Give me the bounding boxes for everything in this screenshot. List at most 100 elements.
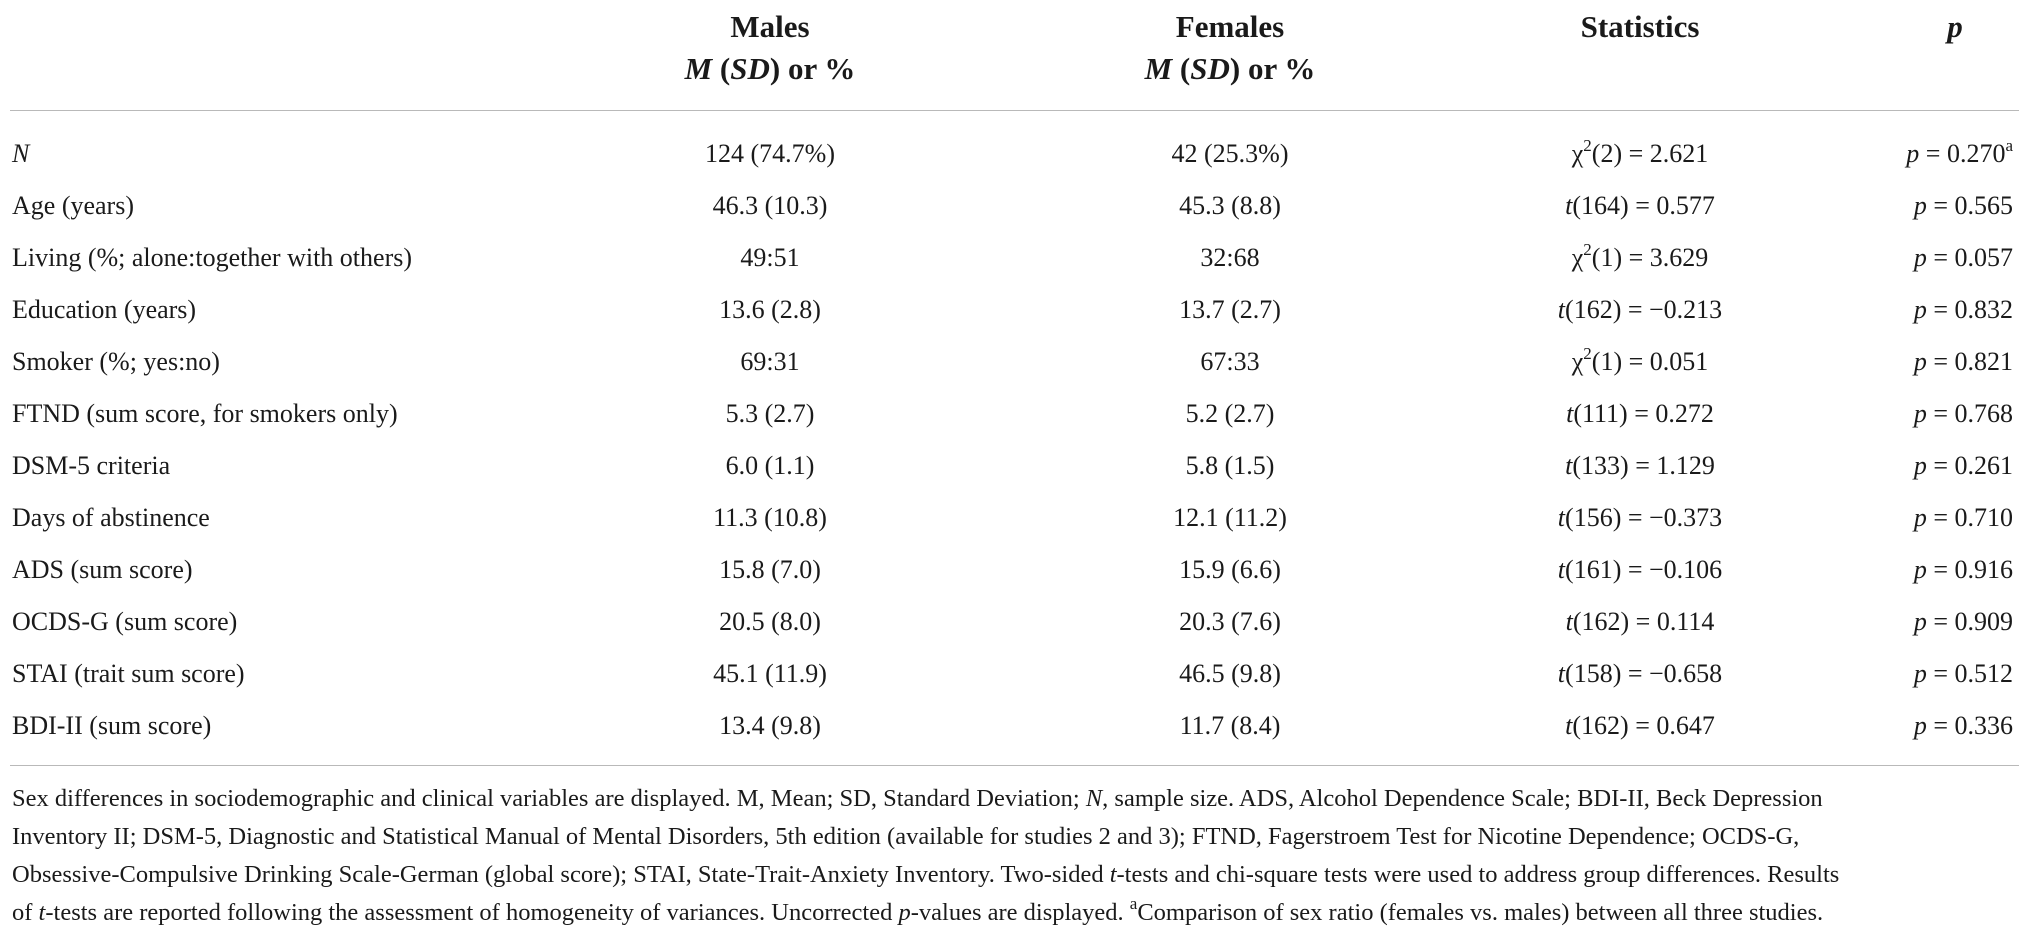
statistic-rest: (2) = 2.621 <box>1591 139 1709 168</box>
males-value: 15.8 (7.0) <box>719 555 821 584</box>
males-value: 11.3 (10.8) <box>713 503 827 532</box>
footnote-italic: t <box>1109 861 1117 888</box>
p-number: = 0.768 <box>1926 399 2013 428</box>
statistic-symbol: t <box>1557 295 1566 324</box>
column-header-p: p <box>1900 6 2010 48</box>
table-row: BDI-II (sum score) 13.4 (9.8) 11.7 (8.4) t(… <box>0 704 2029 756</box>
p-number: = 0.512 <box>1926 659 2013 688</box>
statistic-value: t(164) = 0.577 <box>1520 184 1760 228</box>
males-value: 20.5 (8.0) <box>719 607 821 636</box>
statistic-rest: (111) = 0.272 <box>1573 399 1714 428</box>
row-label: Days of abstinence <box>12 503 210 532</box>
row-label: FTND (sum score, for smokers only) <box>12 399 398 428</box>
females-value: 12.1 (11.2) <box>1173 503 1287 532</box>
row-label: ADS (sum score) <box>12 555 193 584</box>
statistic-value: t(133) = 1.129 <box>1520 444 1760 488</box>
females-value: 5.2 (2.7) <box>1185 399 1275 428</box>
footnote-line-4: of t-tests are reported following the as… <box>12 894 2017 932</box>
statistic-symbol: t <box>1566 399 1574 428</box>
row-label: STAI (trait sum score) <box>12 659 245 688</box>
females-value: 46.5 (9.8) <box>1179 659 1281 688</box>
row-label: BDI-II (sum score) <box>12 711 212 740</box>
statistic-superscript: 2 <box>1583 344 1592 363</box>
statistic-symbol: t <box>1557 555 1566 584</box>
p-number: = 0.909 <box>1926 607 2013 636</box>
footnote-italic: p <box>898 899 911 926</box>
males-sub-sd: SD <box>730 51 770 86</box>
p-symbol: p <box>1913 555 1927 584</box>
footnote-text: Comparison of sex ratio (females vs. mal… <box>1137 899 1824 926</box>
statistic-value: χ2(1) = 0.051 <box>1520 340 1760 384</box>
males-value: 13.6 (2.8) <box>719 295 821 324</box>
females-title: Females <box>1175 9 1285 44</box>
females-value: 42 (25.3%) <box>1171 139 1289 168</box>
statistic-value: t(162) = 0.647 <box>1520 704 1760 748</box>
females-value: 32:68 <box>1200 243 1260 272</box>
table-footnote: Sex differences in sociodemographic and … <box>12 780 2017 932</box>
p-value: p = 0.832 <box>1830 288 2013 332</box>
statistic-value: t(156) = −0.373 <box>1520 496 1760 540</box>
males-value: 6.0 (1.1) <box>725 451 815 480</box>
statistic-symbol: t <box>1565 711 1573 740</box>
females-value: 15.9 (6.6) <box>1179 555 1281 584</box>
footnote-text: -values are displayed. <box>910 899 1130 926</box>
table-row: DSM-5 criteria 6.0 (1.1) 5.8 (1.5) t(133) =… <box>0 444 2029 496</box>
p-value: p = 0.512 <box>1830 652 2013 696</box>
footnote-text: Sex differences in sociodemographic and … <box>12 785 1086 812</box>
p-number: = 0.261 <box>1926 451 2013 480</box>
footnote-text: , sample size. ADS, Alcohol Dependence S… <box>1102 785 1823 812</box>
p-number: = 0.916 <box>1926 555 2013 584</box>
statistic-rest: (161) = −0.106 <box>1565 555 1723 584</box>
table-row: Age (years) 46.3 (10.3) 45.3 (8.8) t(164) =… <box>0 184 2029 236</box>
p-footnote-marker: a <box>2005 136 2013 155</box>
footnote-text: -tests and chi-square tests were used to… <box>1116 861 1840 888</box>
p-value: p = 0.270a <box>1830 132 2013 176</box>
females-value: 20.3 (7.6) <box>1179 607 1281 636</box>
footnote-divider <box>10 765 2019 766</box>
table-row: OCDS-G (sum score) 20.5 (8.0) 20.3 (7.6) t(… <box>0 600 2029 652</box>
statistic-rest: (162) = 0.114 <box>1572 607 1715 636</box>
statistic-superscript: 2 <box>1583 136 1592 155</box>
p-number: = 0.057 <box>1926 243 2013 272</box>
males-value: 69:31 <box>740 347 800 376</box>
row-label: OCDS-G (sum score) <box>12 607 238 636</box>
p-symbol: p <box>1913 191 1927 220</box>
statistic-rest: (162) = −0.213 <box>1565 295 1723 324</box>
footnote-line-1: Sex differences in sociodemographic and … <box>12 780 2017 818</box>
p-value: p = 0.261 <box>1830 444 2013 488</box>
footnote-text: Obsessive-Compulsive Drinking Scale-Germ… <box>12 861 1110 888</box>
males-title: Males <box>730 9 810 44</box>
p-number: = 0.821 <box>1926 347 2013 376</box>
table-row: ADS (sum score) 15.8 (7.0) 15.9 (6.6) t(161… <box>0 548 2029 600</box>
row-label: Living (%; alone:together with others) <box>12 243 413 272</box>
statistic-symbol: t <box>1557 659 1566 688</box>
table-row: N 124 (74.7%) 42 (25.3%) χ2(2) = 2.621 p = 0… <box>0 132 2029 184</box>
p-number: = 0.832 <box>1926 295 2013 324</box>
p-symbol: p <box>1913 347 1927 376</box>
statistic-rest: (162) = 0.647 <box>1572 711 1715 740</box>
females-value: 11.7 (8.4) <box>1179 711 1281 740</box>
females-value: 13.7 (2.7) <box>1179 295 1281 324</box>
females-sub-rest: or % <box>1247 51 1316 86</box>
statistic-value: t(161) = −0.106 <box>1520 548 1760 592</box>
males-value: 46.3 (10.3) <box>712 191 828 220</box>
p-symbol: p <box>1906 139 1920 168</box>
females-value: 67:33 <box>1200 347 1260 376</box>
table-row: Living (%; alone:together with others) 49… <box>0 236 2029 288</box>
p-value: p = 0.768 <box>1830 392 2013 436</box>
males-subtitle: M (SD) or % <box>684 51 856 86</box>
p-value: p = 0.336 <box>1830 704 2013 748</box>
statistic-rest: (1) = 0.051 <box>1591 347 1709 376</box>
row-label: Smoker (%; yes:no) <box>12 347 220 376</box>
footnote-text: -tests are reported following the assess… <box>45 899 899 926</box>
p-number: = 0.270 <box>1919 139 2006 168</box>
p-value: p = 0.909 <box>1830 600 2013 644</box>
p-symbol: p <box>1913 399 1927 428</box>
p-symbol: p <box>1913 607 1927 636</box>
p-number: = 0.336 <box>1926 711 2013 740</box>
statistic-symbol: t <box>1565 451 1573 480</box>
p-symbol: p <box>1913 659 1927 688</box>
statistic-rest: (133) = 1.129 <box>1572 451 1715 480</box>
row-label: Age (years) <box>12 191 134 220</box>
